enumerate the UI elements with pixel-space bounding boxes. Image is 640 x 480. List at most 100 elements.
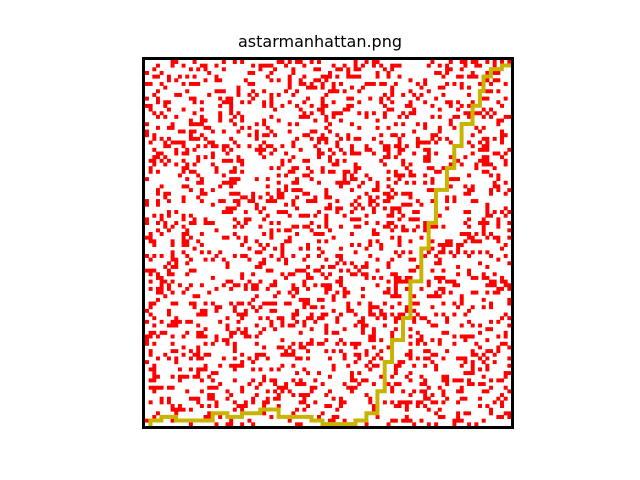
obstacle-cell <box>295 89 300 94</box>
obstacle-cell <box>452 114 457 119</box>
obstacle-cell <box>155 374 160 379</box>
obstacle-cell <box>331 169 336 174</box>
obstacle-cell <box>295 166 300 171</box>
obstacle-cell <box>474 166 479 171</box>
obstacle-cell <box>166 272 171 277</box>
obstacle-cell <box>240 275 245 280</box>
obstacle-cell <box>349 232 354 236</box>
obstacle-cell <box>269 221 274 225</box>
obstacle-cell <box>423 155 428 160</box>
obstacle-cell <box>265 191 270 196</box>
obstacle-cell <box>463 411 468 416</box>
obstacle-cell <box>273 382 278 387</box>
obstacle-cell <box>148 334 153 339</box>
grid-map <box>145 60 511 426</box>
obstacle-cell <box>437 338 442 343</box>
obstacle-cell <box>338 396 343 401</box>
obstacle-cell <box>503 133 508 138</box>
obstacle-cell <box>302 279 307 284</box>
obstacle-cell <box>317 78 321 83</box>
obstacle-cell <box>284 228 289 233</box>
obstacle-cell <box>166 308 171 313</box>
obstacle-cell <box>192 74 197 79</box>
obstacle-cell <box>298 114 303 119</box>
obstacle-cell <box>423 221 428 225</box>
obstacle-cell <box>452 81 457 86</box>
obstacle-cell <box>188 122 193 127</box>
obstacle-cell <box>346 67 351 72</box>
obstacle-cell <box>177 92 182 97</box>
obstacle-cell <box>159 279 164 284</box>
obstacle-cell <box>269 129 274 134</box>
obstacle-cell <box>152 74 157 79</box>
obstacle-cell <box>426 158 431 163</box>
obstacle-cell <box>386 74 391 79</box>
obstacle-cell <box>371 151 376 156</box>
obstacle-cell <box>404 352 409 357</box>
obstacle-cell <box>291 70 296 75</box>
obstacle-cell <box>199 378 204 383</box>
obstacle-cell <box>382 81 387 86</box>
obstacle-cell <box>386 195 391 200</box>
obstacle-cell <box>280 352 285 357</box>
obstacle-cell <box>302 173 307 178</box>
obstacle-cell <box>251 195 256 200</box>
obstacle-cell <box>265 316 270 321</box>
obstacle-cell <box>284 188 289 193</box>
obstacle-cell <box>287 345 292 350</box>
obstacle-cell <box>291 283 296 288</box>
obstacle-cell <box>415 356 420 361</box>
obstacle-cell <box>243 404 248 408</box>
obstacle-cell <box>155 286 160 291</box>
obstacle-cell <box>368 367 373 372</box>
obstacle-cell <box>448 290 453 295</box>
obstacle-cell <box>247 133 252 138</box>
obstacle-cell <box>163 264 168 269</box>
obstacle-cell <box>364 60 369 64</box>
obstacle-cell <box>437 125 442 130</box>
obstacle-cell <box>232 349 237 354</box>
obstacle-cell <box>397 173 402 178</box>
obstacle-cell <box>489 173 493 178</box>
obstacle-cell <box>390 389 395 394</box>
obstacle-cell <box>302 268 307 273</box>
obstacle-cell <box>426 319 431 324</box>
obstacle-cell <box>295 356 300 361</box>
obstacle-cell <box>353 224 358 229</box>
obstacle-cell <box>368 199 373 204</box>
obstacle-cell <box>210 202 215 207</box>
obstacle-cell <box>177 367 182 372</box>
obstacle-cell <box>386 184 391 189</box>
obstacle-cell <box>218 96 223 101</box>
obstacle-cell <box>485 338 490 343</box>
obstacle-cell <box>199 100 204 105</box>
obstacle-cell <box>262 411 267 416</box>
obstacle-cell <box>324 118 329 123</box>
obstacle-cell <box>185 272 190 277</box>
obstacle-cell <box>188 221 193 225</box>
obstacle-cell <box>371 407 376 412</box>
obstacle-cell <box>225 180 230 185</box>
obstacle-cell <box>353 206 358 211</box>
obstacle-cell <box>397 243 402 247</box>
obstacle-cell <box>174 60 179 64</box>
obstacle-cell <box>291 166 296 171</box>
obstacle-cell <box>145 235 149 240</box>
obstacle-cell <box>254 147 259 152</box>
obstacle-cell <box>412 257 417 262</box>
obstacle-cell <box>236 89 241 94</box>
obstacle-cell <box>437 63 442 68</box>
obstacle-cell <box>302 382 307 387</box>
obstacle-cell <box>317 107 321 112</box>
obstacle-cell <box>397 140 402 145</box>
obstacle-cell <box>159 111 164 116</box>
obstacle-cell <box>371 60 376 64</box>
obstacle-cell <box>335 133 340 138</box>
obstacle-cell <box>423 393 428 398</box>
obstacle-cell <box>302 74 307 79</box>
obstacle-cell <box>485 206 490 211</box>
obstacle-cell <box>408 103 413 108</box>
obstacle-cell <box>203 118 208 123</box>
obstacle-cell <box>390 257 395 262</box>
obstacle-cell <box>393 81 398 86</box>
